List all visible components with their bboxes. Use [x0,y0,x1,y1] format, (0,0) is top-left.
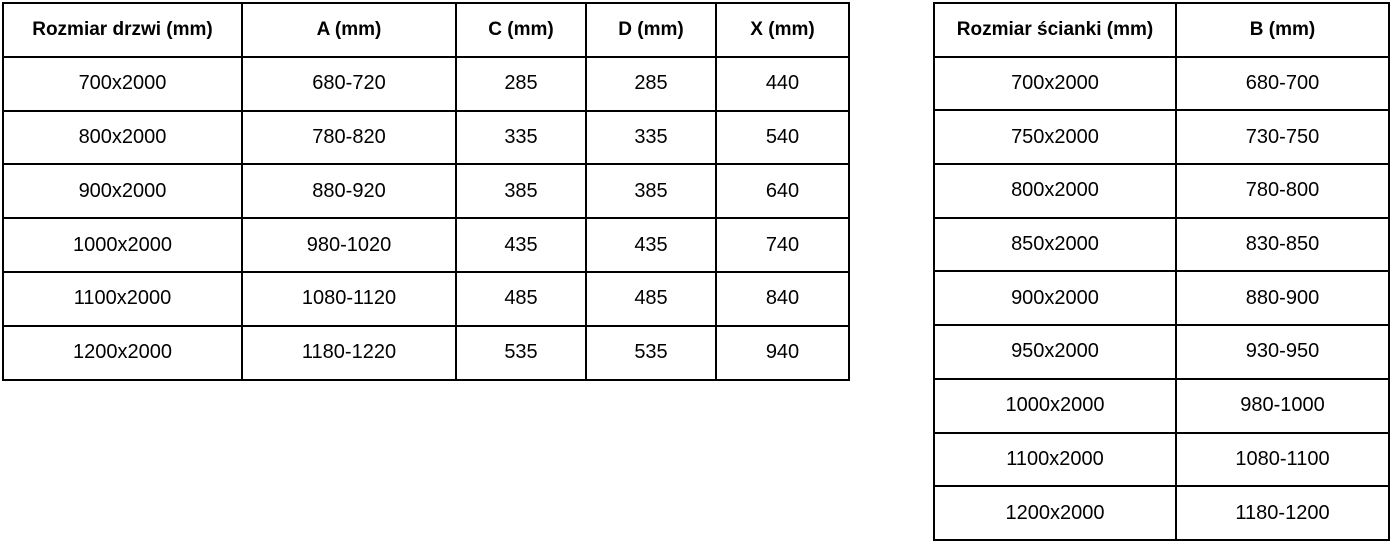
column-header: Rozmiar drzwi (mm) [2,2,243,58]
table-cell: 900x2000 [933,270,1177,327]
table-cell: 1180-1200 [1175,485,1390,541]
table-cell: 980-1020 [241,217,457,273]
table-cell: 900x2000 [2,163,243,220]
wall-table-header-row: Rozmiar ścianki (mm) B (mm) [933,2,1390,58]
table-cell: 980-1000 [1175,377,1390,434]
table-cell: 1100x2000 [2,270,243,327]
table-cell: 535 [455,324,587,381]
table-cell: 435 [455,217,587,273]
table-row: 1200x2000 1180-1200 [933,485,1390,541]
table-cell: 1200x2000 [2,324,243,381]
table-cell: 700x2000 [2,55,243,112]
table-cell: 440 [715,55,850,112]
table-row: 1200x2000 1180-1220 535 535 940 [2,324,850,381]
table-cell: 780-820 [241,109,457,166]
table-cell: 840 [715,270,850,327]
table-cell: 800x2000 [933,163,1177,219]
table-cell: 940 [715,324,850,381]
column-header: X (mm) [715,2,850,58]
door-sizes-table: Rozmiar drzwi (mm) A (mm) C (mm) D (mm) X (m… [2,2,850,381]
column-header: C (mm) [455,2,587,58]
table-cell: 680-720 [241,55,457,112]
table-row: 1100x2000 1080-1120 485 485 840 [2,270,850,327]
table-cell: 850x2000 [933,216,1177,273]
column-header: D (mm) [585,2,717,58]
table-cell: 1200x2000 [933,485,1177,541]
table-row: 1000x2000 980-1020 435 435 740 [2,217,850,273]
wall-panel-sizes-table: Rozmiar ścianki (mm) B (mm) 700x2000 680-7… [933,2,1390,541]
table-cell: 385 [455,163,587,220]
table-cell: 700x2000 [933,55,1177,112]
table-cell: 1000x2000 [2,217,243,273]
column-header: B (mm) [1175,2,1390,58]
table-cell: 535 [585,324,717,381]
table-cell: 1000x2000 [933,377,1177,434]
table-cell: 930-950 [1175,324,1390,380]
table-row: 950x2000 930-950 [933,324,1390,380]
table-cell: 730-750 [1175,109,1390,166]
table-row: 800x2000 780-820 335 335 540 [2,109,850,166]
table-row: 750x2000 730-750 [933,109,1390,166]
table-cell: 830-850 [1175,216,1390,273]
table-cell: 750x2000 [933,109,1177,166]
table-cell: 485 [455,270,587,327]
table-cell: 640 [715,163,850,220]
table-cell: 1180-1220 [241,324,457,381]
table-cell: 485 [585,270,717,327]
table-cell: 680-700 [1175,55,1390,112]
table-row: 900x2000 880-920 385 385 640 [2,163,850,220]
table-cell: 385 [585,163,717,220]
table-row: 700x2000 680-720 285 285 440 [2,55,850,112]
table-cell: 435 [585,217,717,273]
table-cell: 540 [715,109,850,166]
table-cell: 285 [585,55,717,112]
table-row: 900x2000 880-900 [933,270,1390,327]
table-row: 1100x2000 1080-1100 [933,431,1390,488]
table-row: 700x2000 680-700 [933,55,1390,112]
table-cell: 285 [455,55,587,112]
table-cell: 880-920 [241,163,457,220]
table-cell: 880-900 [1175,270,1390,327]
door-table-header-row: Rozmiar drzwi (mm) A (mm) C (mm) D (mm) X (m… [2,2,850,58]
table-cell: 1080-1120 [241,270,457,327]
table-cell: 1080-1100 [1175,431,1390,488]
column-header: Rozmiar ścianki (mm) [933,2,1177,58]
table-row: 800x2000 780-800 [933,163,1390,219]
table-row: 850x2000 830-850 [933,216,1390,273]
table-cell: 800x2000 [2,109,243,166]
table-cell: 1100x2000 [933,431,1177,488]
table-cell: 950x2000 [933,324,1177,380]
column-header: A (mm) [241,2,457,58]
table-cell: 335 [585,109,717,166]
table-row: 1000x2000 980-1000 [933,377,1390,434]
table-cell: 740 [715,217,850,273]
table-cell: 780-800 [1175,163,1390,219]
table-cell: 335 [455,109,587,166]
